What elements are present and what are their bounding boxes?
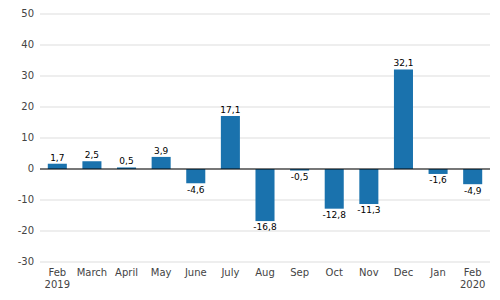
bar (221, 116, 240, 169)
grid (40, 14, 490, 262)
bar (359, 169, 378, 204)
x-axis: Feb2019 March April May June July Aug Sep Oct Nov… (45, 267, 486, 290)
x-tick-label: April (115, 267, 138, 278)
bar (186, 169, 205, 183)
x-tick-label: Feb2020 (460, 267, 485, 290)
y-tick-label: -30 (18, 256, 34, 267)
y-tick-label: -10 (18, 194, 34, 205)
data-label: -1,6 (429, 175, 447, 185)
x-tick-label: Aug (255, 267, 275, 278)
x-tick-label: July (220, 267, 239, 278)
data-label: -12,8 (323, 210, 347, 220)
grid-line (40, 14, 490, 15)
data-label: 1,7 (50, 153, 64, 163)
bars (48, 69, 482, 221)
data-label: -0,5 (291, 172, 309, 182)
data-label: -4,6 (187, 185, 205, 195)
data-label: 2,5 (85, 150, 99, 160)
y-tick-label: 50 (21, 8, 34, 19)
data-label: 3,9 (154, 146, 169, 156)
bar (255, 169, 274, 221)
bar (152, 157, 171, 169)
y-tick-label: 10 (21, 132, 34, 143)
data-label: 17,1 (220, 105, 240, 115)
x-tick-label: Dec (394, 267, 413, 278)
x-tick-label: Oct (326, 267, 343, 278)
data-label: -4,9 (464, 186, 482, 196)
data-labels: 1,7 2,5 0,5 3,9 -4,6 17,1 -16,8 -0,5 -12,8 -11,3 3… (50, 58, 482, 232)
y-tick-label: 20 (21, 101, 34, 112)
data-label: -11,3 (357, 205, 380, 215)
x-tick-label: June (184, 267, 207, 278)
grid-line (40, 262, 490, 263)
grid-line (40, 107, 490, 108)
y-tick-label: 30 (21, 70, 34, 81)
data-label: -16,8 (253, 222, 277, 232)
y-tick-label: -20 (18, 225, 34, 236)
y-tick-label: 0 (28, 163, 34, 174)
bar (463, 169, 482, 184)
y-tick-label: 40 (21, 39, 34, 50)
bar (394, 69, 413, 169)
x-tick-label: Feb2019 (45, 267, 70, 290)
data-label: 32,1 (393, 58, 413, 68)
chart: -30 -20 -10 0 10 20 30 40 50 1,7 2,5 0,5 3,9 -4,6 17,1… (0, 0, 500, 300)
bar (325, 169, 344, 209)
grid-line (40, 138, 490, 139)
bar (48, 164, 67, 169)
x-tick-label: March (77, 267, 107, 278)
x-tick-label: Jan (429, 267, 445, 278)
bar (429, 169, 448, 174)
bar (82, 161, 101, 169)
data-label: 0,5 (119, 156, 133, 166)
grid-line (40, 45, 490, 46)
x-tick-label: Sep (290, 267, 309, 278)
x-tick-label: Nov (359, 267, 379, 278)
y-axis: -30 -20 -10 0 10 20 30 40 50 (18, 8, 34, 267)
grid-line (40, 76, 490, 77)
grid-line (40, 169, 490, 170)
x-tick-label: May (151, 267, 172, 278)
zero-line (40, 169, 490, 170)
